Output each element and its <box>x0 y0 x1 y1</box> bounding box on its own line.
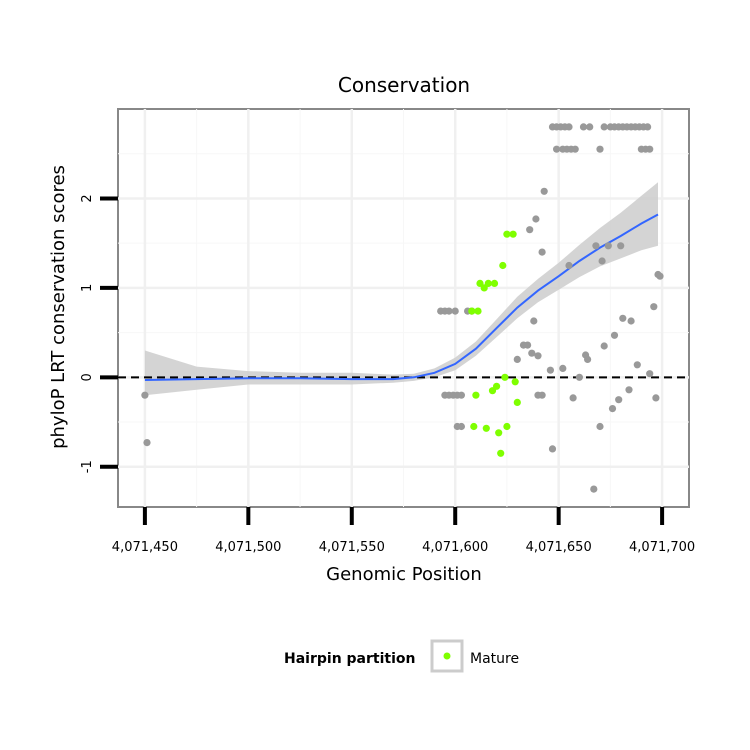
data-point-other <box>524 341 532 349</box>
data-point-other <box>575 373 584 381</box>
data-point-other <box>143 439 151 447</box>
x-tick-label: 4,071,650 <box>526 540 592 555</box>
x-axis: 4,071,450 4,071,500 4,071,550 4,071,600 4,07… <box>112 507 695 555</box>
data-point-other <box>540 187 548 195</box>
smooth-line-layer <box>144 213 659 381</box>
data-point-other <box>646 145 654 153</box>
data-point-other <box>617 242 625 250</box>
data-point-other <box>596 145 604 153</box>
data-point-other <box>652 394 660 402</box>
data-point-other <box>534 391 542 399</box>
data-point-mature <box>490 279 499 287</box>
data-point-other <box>571 145 579 153</box>
data-point-other <box>627 317 635 325</box>
x-tick-label: 4,071,600 <box>422 540 488 555</box>
x-tick-label: 4,071,700 <box>629 540 695 555</box>
data-point-other <box>600 123 608 131</box>
legend-key-mature <box>443 652 451 660</box>
data-point-other <box>451 307 459 315</box>
confidence-band-layer <box>144 182 658 396</box>
data-point-other <box>579 123 588 131</box>
data-point-mature <box>468 307 476 315</box>
data-point-other <box>615 396 623 404</box>
data-point-other <box>530 317 538 325</box>
data-point-other <box>569 394 577 402</box>
data-point-mature <box>495 429 503 437</box>
data-point-other <box>528 349 536 357</box>
y-tick-label: 1 <box>80 284 95 292</box>
x-tick-label: 4,071,500 <box>215 540 281 555</box>
legend-label-mature: Mature <box>470 651 519 667</box>
x-tick-label: 4,071,550 <box>319 540 385 555</box>
data-point-other <box>650 303 658 311</box>
data-point-other <box>532 215 540 223</box>
data-point-mature <box>476 279 484 287</box>
legend-title: Hairpin partition <box>284 651 415 667</box>
x-tick-label: 4,071,450 <box>112 540 178 555</box>
data-point-other <box>644 123 652 131</box>
data-point-other <box>656 272 664 280</box>
data-point-other <box>565 123 573 131</box>
y-tick-label: 2 <box>80 194 95 202</box>
data-point-other <box>457 391 465 399</box>
data-point-other <box>548 445 557 453</box>
data-point-other <box>600 342 608 350</box>
y-axis-title: phyloP LRT conservation scores <box>48 165 69 449</box>
data-point-mature <box>501 373 509 381</box>
data-point-other <box>598 257 606 265</box>
data-point-other <box>457 422 465 431</box>
y-axis: -1 0 1 2 <box>80 194 118 473</box>
data-point-other <box>604 242 612 250</box>
data-point-mature <box>484 279 492 287</box>
data-point-other <box>590 485 598 493</box>
data-point-mature <box>509 230 517 238</box>
data-point-other <box>559 364 567 372</box>
data-point-mature <box>511 378 519 386</box>
data-point-mature <box>499 261 507 270</box>
data-point-other <box>538 248 546 256</box>
data-point-other <box>584 355 592 363</box>
loess-smooth-line <box>144 213 659 381</box>
data-point-mature <box>472 391 480 399</box>
data-point-mature <box>493 382 501 390</box>
data-point-mature <box>470 422 478 431</box>
grid-lines <box>118 109 689 507</box>
data-point-other <box>141 391 149 399</box>
data-point-other <box>445 307 453 315</box>
data-point-other <box>633 361 641 369</box>
data-point-other <box>586 123 594 131</box>
data-point-other <box>596 422 604 431</box>
data-point-other <box>619 314 627 322</box>
y-tick-label: 0 <box>80 373 95 381</box>
data-point-other <box>526 226 534 234</box>
data-point-other <box>608 405 617 413</box>
data-point-mature <box>513 398 521 406</box>
data-point-other <box>610 331 619 339</box>
confidence-band <box>144 182 658 396</box>
data-point-mature <box>503 422 511 431</box>
data-point-other <box>546 366 555 374</box>
data-point-mature <box>482 424 490 432</box>
data-point-other <box>592 242 600 250</box>
x-axis-title: Genomic Position <box>326 564 482 585</box>
data-point-mature <box>497 449 505 457</box>
data-point-mature <box>474 307 482 315</box>
data-point-other <box>646 370 654 378</box>
legend: Hairpin partition Mature <box>284 639 519 673</box>
data-point-other <box>625 386 633 394</box>
y-tick-label: -1 <box>80 460 95 473</box>
data-points-layer <box>141 123 664 493</box>
data-point-other <box>513 355 521 363</box>
data-point-other <box>565 261 573 270</box>
data-point-mature <box>503 230 511 238</box>
data-point-other <box>553 145 561 153</box>
chart-title: Conservation <box>338 73 470 97</box>
data-point-other <box>534 352 542 360</box>
